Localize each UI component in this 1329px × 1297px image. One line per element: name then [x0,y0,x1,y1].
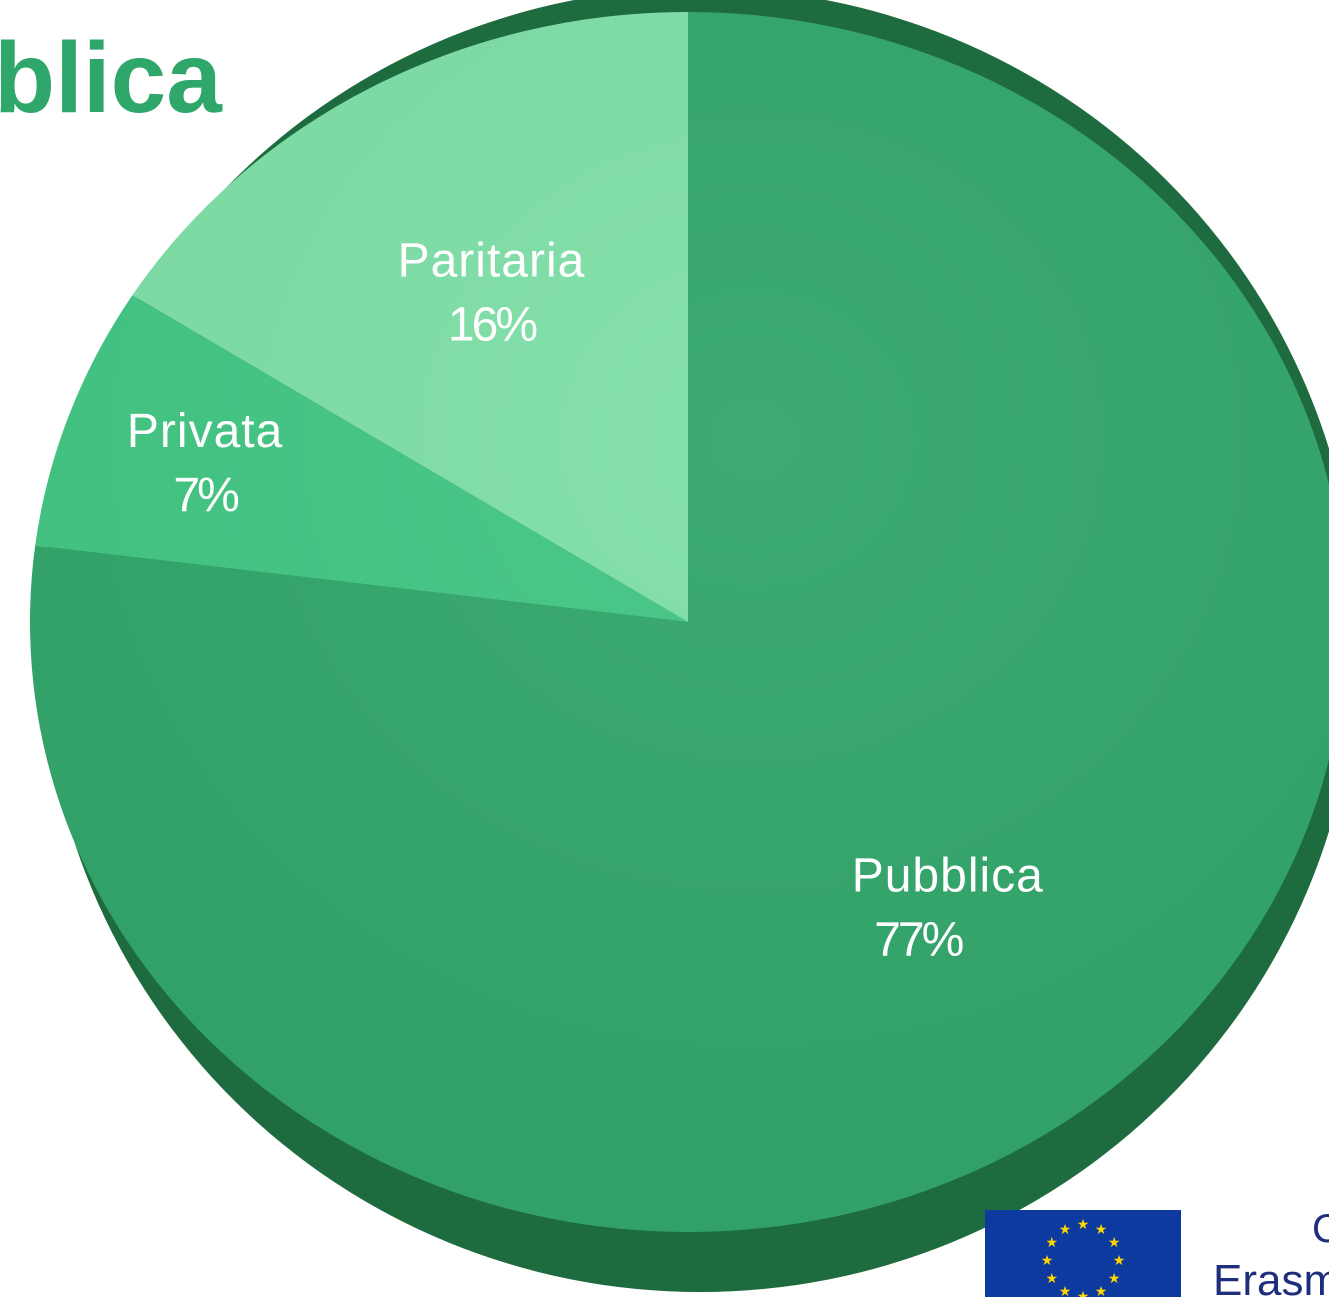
eu-star-icon: ★ [1095,1284,1108,1297]
eu-logo: ★ ★★★★★★★★★★★ C Erasm [985,1207,1329,1297]
slice-label-privata: Privata [127,405,283,458]
slice-value-pubblica: 77% [874,914,962,967]
pie-slices [30,12,1329,1232]
eu-stars: ★ ★★★★★★★★★★★ [1041,1217,1126,1297]
eu-star-icon: ★ [1095,1222,1108,1238]
slice-value-privata: 7% [173,469,238,522]
eu-star-icon: ★ [1108,1271,1121,1287]
eu-star-icon: ★ [1059,1222,1072,1238]
logo-text-line2: Erasm [1213,1256,1329,1297]
eu-star-icon: ★ [1108,1235,1121,1251]
eu-star-icon: ★ [1046,1271,1059,1287]
eu-star-icon: ★ [1041,1253,1054,1269]
eu-star-icon: ★ [1046,1235,1059,1251]
pie-labels: Pubblica 77% Privata 7% Paritaria 16% [127,235,1044,967]
slice-value-paritaria: 16% [448,299,536,352]
eu-star-icon: ★ [1077,1217,1090,1233]
eu-star-icon: ★ [1059,1284,1072,1297]
eu-star-icon: ★ [1077,1289,1090,1297]
slice-label-paritaria: Paritaria [398,235,586,288]
eu-flag [985,1210,1181,1297]
slice-label-pubblica: Pubblica [852,850,1044,903]
logo-text-line1: C [1312,1207,1329,1251]
eu-star-icon: ★ [1113,1253,1126,1269]
